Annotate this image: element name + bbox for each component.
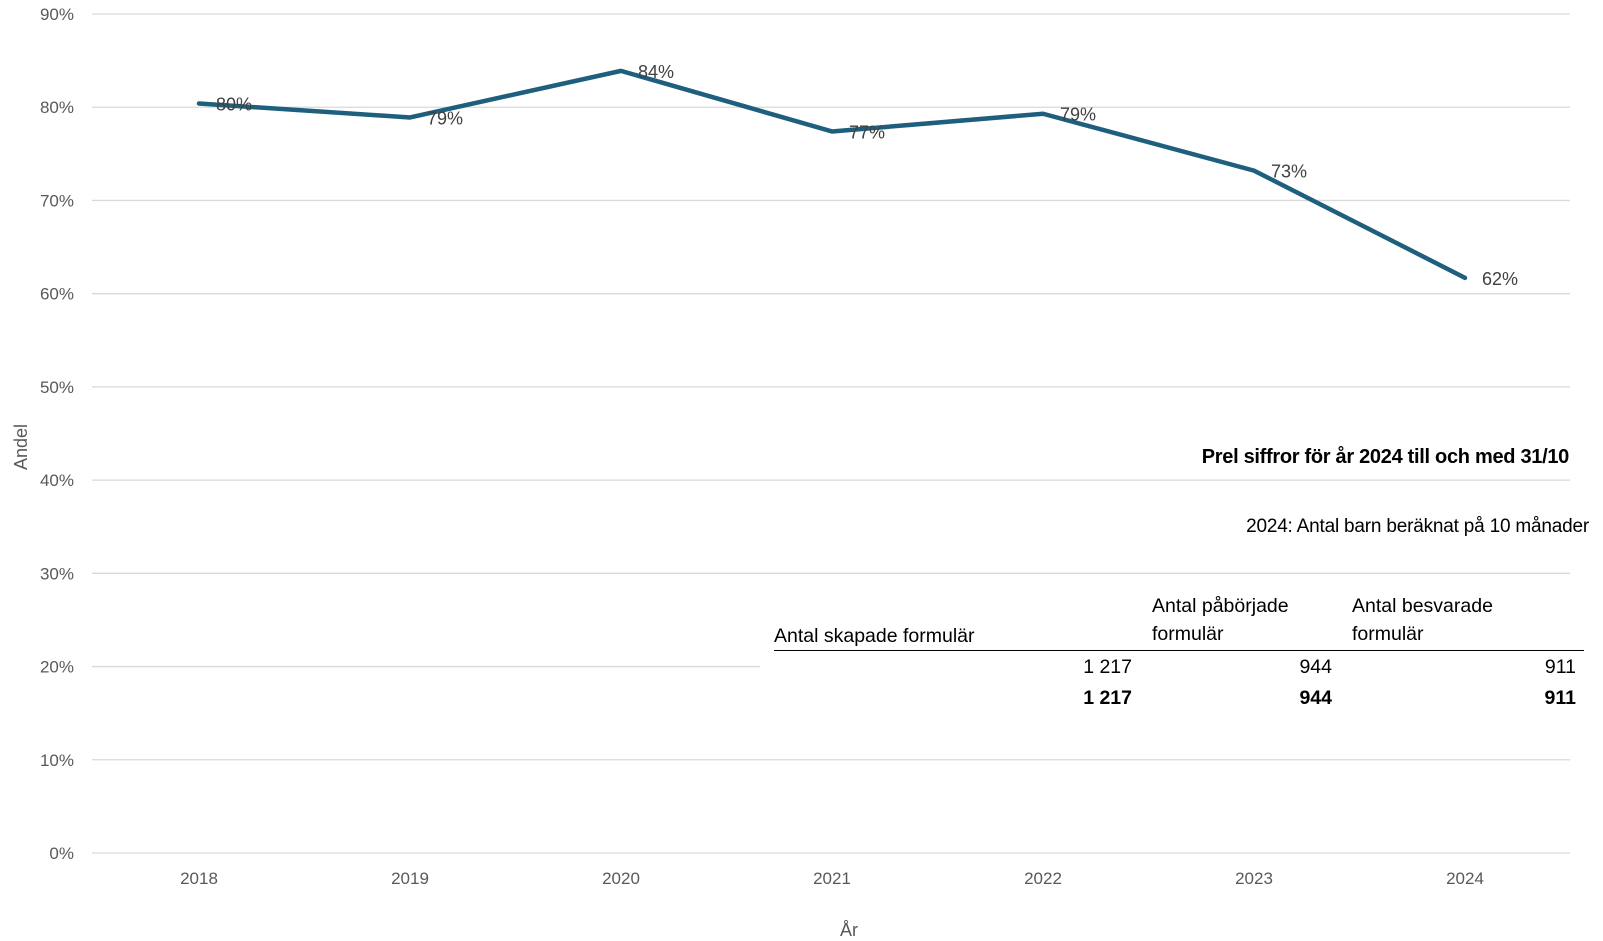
y-tick-label: 60% [40,285,74,304]
y-tick-label: 20% [40,658,74,677]
y-tick-label: 80% [40,98,74,117]
x-tick-label: 2021 [813,869,851,888]
y-tick-label: 40% [40,471,74,490]
x-tick-label: 2020 [602,869,640,888]
y-tick-label: 30% [40,564,74,583]
x-tick-label: 2019 [391,869,429,888]
data-label: 80% [216,94,252,114]
y-axis-title: Andel [11,424,31,470]
data-label: 79% [427,108,463,128]
y-tick-label: 10% [40,751,74,770]
x-tick-label: 2023 [1235,869,1273,888]
x-tick-label: 2022 [1024,869,1062,888]
series-line [196,68,1468,281]
data-labels: 80% 79% 84% 77% 79% 73% 62% [216,62,1518,289]
x-axis-title: År [840,920,858,940]
data-label: 84% [638,62,674,82]
data-label: 73% [1271,162,1307,182]
x-axis-ticks: 2018 2019 2020 2021 2022 2023 2024 [180,869,1484,888]
x-tick-label: 2024 [1446,869,1484,888]
x-tick-label: 2018 [180,869,218,888]
y-tick-label: 70% [40,191,74,210]
y-tick-label: 0% [49,844,74,863]
y-tick-label: 50% [40,378,74,397]
data-label: 79% [1060,105,1096,125]
y-axis-ticks: 0% 10% 20% 30% 40% 50% 60% 70% 80% 90% [40,5,74,863]
gridlines [92,13,1570,854]
y-tick-label: 90% [40,5,74,24]
data-label: 77% [849,122,885,142]
data-label: 62% [1482,269,1518,289]
